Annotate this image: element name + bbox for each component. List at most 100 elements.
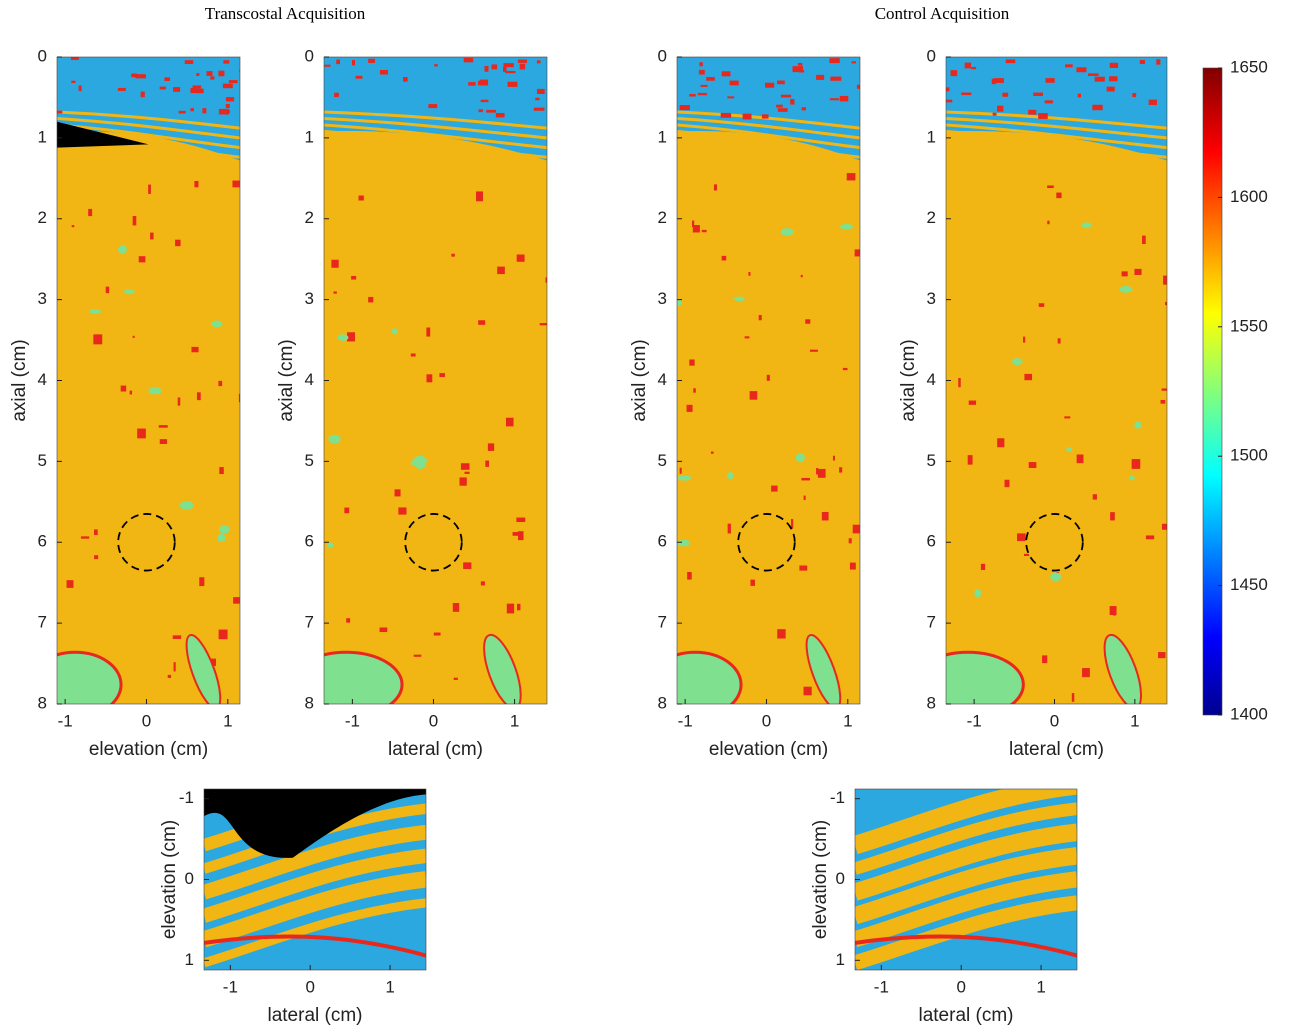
image-region (997, 438, 1005, 448)
image-region (190, 88, 197, 94)
image-region (839, 95, 849, 102)
image-region (326, 542, 334, 548)
image-region (185, 633, 222, 704)
image-region (1088, 73, 1099, 76)
x-axis-label: lateral (cm) (918, 1005, 1013, 1026)
y-tick-label: 8 (38, 693, 47, 712)
image-region (1109, 62, 1119, 69)
image-region (1011, 358, 1023, 366)
image-region (536, 60, 541, 64)
image-region (946, 87, 950, 92)
image-region (196, 73, 200, 77)
image-region (801, 477, 810, 481)
image-region (218, 108, 229, 115)
image-region (483, 633, 522, 704)
x-tick-label: 0 (142, 711, 151, 730)
x-tick-label: 1 (843, 711, 852, 730)
image-region (484, 66, 489, 72)
y-tick-label: 1 (927, 127, 936, 146)
image-region (777, 629, 786, 639)
image-region (333, 291, 337, 294)
image-region (204, 871, 426, 948)
image-region (780, 94, 792, 98)
image-region (721, 71, 731, 77)
image-region (88, 308, 102, 314)
image-region (1092, 104, 1103, 111)
image-region (140, 91, 145, 98)
image-region (196, 392, 201, 401)
image-region (854, 249, 860, 257)
y-tick-label: 1 (185, 950, 194, 969)
image-region (1106, 86, 1115, 92)
image-region (677, 57, 860, 161)
y-tick-label: 1 (38, 127, 47, 146)
image-region (346, 618, 351, 623)
image-region (503, 63, 514, 68)
image-region (832, 455, 835, 461)
image-region (218, 629, 228, 640)
image-region (433, 632, 441, 636)
image-region (398, 507, 407, 515)
image-region (478, 109, 483, 113)
image (324, 57, 547, 704)
image-region (1094, 76, 1105, 82)
y-tick-label: 6 (305, 532, 314, 551)
image-region (464, 471, 470, 474)
y-tick-label: 8 (305, 693, 314, 712)
image-region (852, 524, 860, 534)
image-region (480, 79, 489, 86)
y-tick-label: 0 (305, 46, 314, 65)
image-region (701, 229, 707, 233)
image-region (677, 116, 860, 140)
image-region (468, 82, 476, 86)
x-tick-label: -1 (678, 711, 693, 730)
colorbar (1202, 67, 1223, 716)
x-tick-label: 0 (429, 711, 438, 730)
image-region (727, 96, 735, 99)
image-region (817, 468, 826, 478)
image-region (70, 57, 79, 61)
x-tick-label: 0 (762, 711, 771, 730)
image-region (758, 315, 762, 321)
image-region (699, 62, 703, 67)
image-region (324, 57, 547, 161)
image-region (777, 108, 788, 112)
image-region (1056, 192, 1062, 199)
y-tick-label: 3 (305, 289, 314, 308)
image-region (1158, 652, 1166, 659)
image-region (800, 274, 803, 278)
image-region (71, 80, 76, 83)
image-region (434, 64, 438, 67)
image-region (368, 296, 374, 303)
image-region (202, 108, 207, 114)
image-region (334, 92, 339, 98)
image-region (855, 802, 1077, 875)
image (57, 57, 240, 704)
image-region (173, 662, 176, 672)
image-region (974, 588, 982, 598)
image-region (344, 507, 350, 514)
image-region (94, 555, 99, 560)
image-region (677, 475, 692, 481)
image-region (324, 650, 404, 704)
image-region (192, 85, 202, 89)
image-region (961, 92, 972, 96)
y-tick-label: 2 (38, 208, 47, 227)
image-region (204, 824, 426, 900)
y-tick-label: 5 (38, 451, 47, 470)
image-region (228, 80, 238, 84)
image-region (1047, 185, 1054, 189)
image-region (368, 58, 375, 63)
image-region (964, 62, 972, 69)
image-region (855, 871, 1077, 948)
image-region (727, 523, 731, 534)
y-tick-label: 1 (836, 950, 845, 969)
image-region (1145, 535, 1155, 540)
image-region (851, 61, 856, 64)
x-tick-label: -1 (223, 977, 238, 996)
image-region (1156, 59, 1161, 65)
image-region (545, 277, 547, 283)
image-region (803, 495, 806, 500)
image-region (1042, 655, 1048, 664)
image-region (132, 335, 135, 338)
